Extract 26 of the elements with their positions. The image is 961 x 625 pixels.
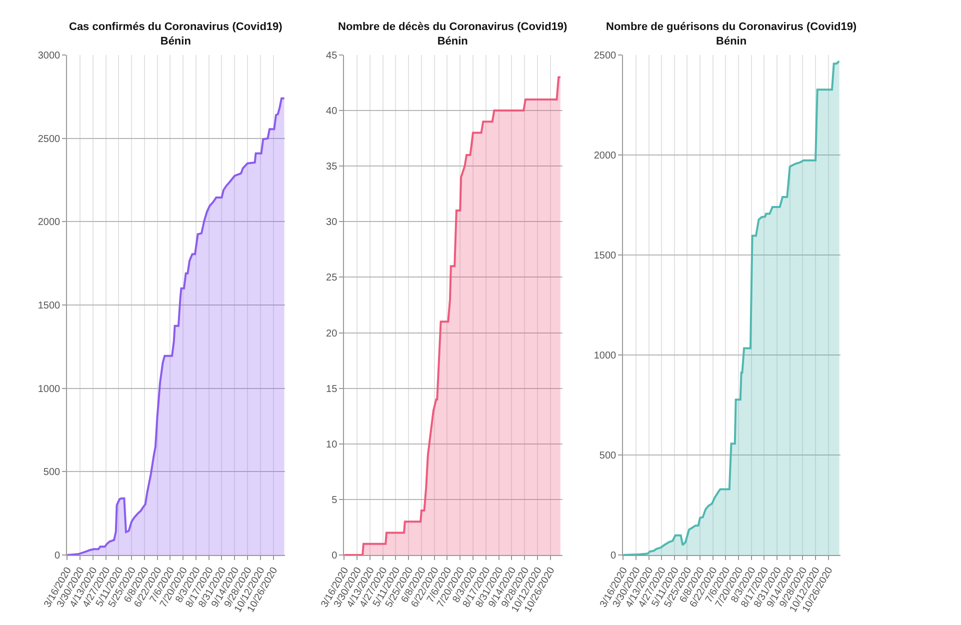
y-tick-label: 1500 bbox=[594, 250, 617, 262]
y-tick-label: 1000 bbox=[38, 384, 61, 395]
chart-title: Nombre de guérisons du Coronavirus (Covid19) Bénin bbox=[606, 21, 857, 48]
y-tick-label: 0 bbox=[610, 550, 617, 562]
y-tick-label: 15 bbox=[326, 384, 338, 395]
y-tick-label: 5 bbox=[332, 494, 338, 506]
y-tick-label: 3000 bbox=[38, 50, 61, 62]
y-tick-label: 2000 bbox=[594, 150, 617, 162]
y-tick-label: 2500 bbox=[594, 50, 617, 62]
y-tick-label: 0 bbox=[332, 550, 338, 562]
y-tick-label: 10 bbox=[326, 439, 338, 450]
y-tick-label: 20 bbox=[326, 328, 338, 340]
y-tick-label: 500 bbox=[43, 467, 61, 478]
chart-title: Cas confirmés du Coronavirus (Covid19) Bénin bbox=[69, 21, 283, 48]
y-tick-label: 25 bbox=[326, 272, 338, 284]
y-tick-label: 500 bbox=[599, 450, 617, 462]
y-tick-label: 1000 bbox=[594, 350, 617, 362]
y-tick-label: 30 bbox=[326, 217, 338, 228]
y-tick-label: 40 bbox=[326, 106, 338, 118]
chart-title: Nombre de décès du Coronavirus (Covid19) Bénin bbox=[338, 21, 568, 48]
y-tick-label: 35 bbox=[326, 162, 338, 173]
y-tick-label: 1500 bbox=[38, 300, 61, 312]
y-tick-label: 0 bbox=[54, 550, 61, 562]
y-tick-label: 2000 bbox=[38, 217, 61, 228]
y-tick-label: 2500 bbox=[38, 134, 61, 145]
y-tick-label: 45 bbox=[326, 50, 338, 62]
